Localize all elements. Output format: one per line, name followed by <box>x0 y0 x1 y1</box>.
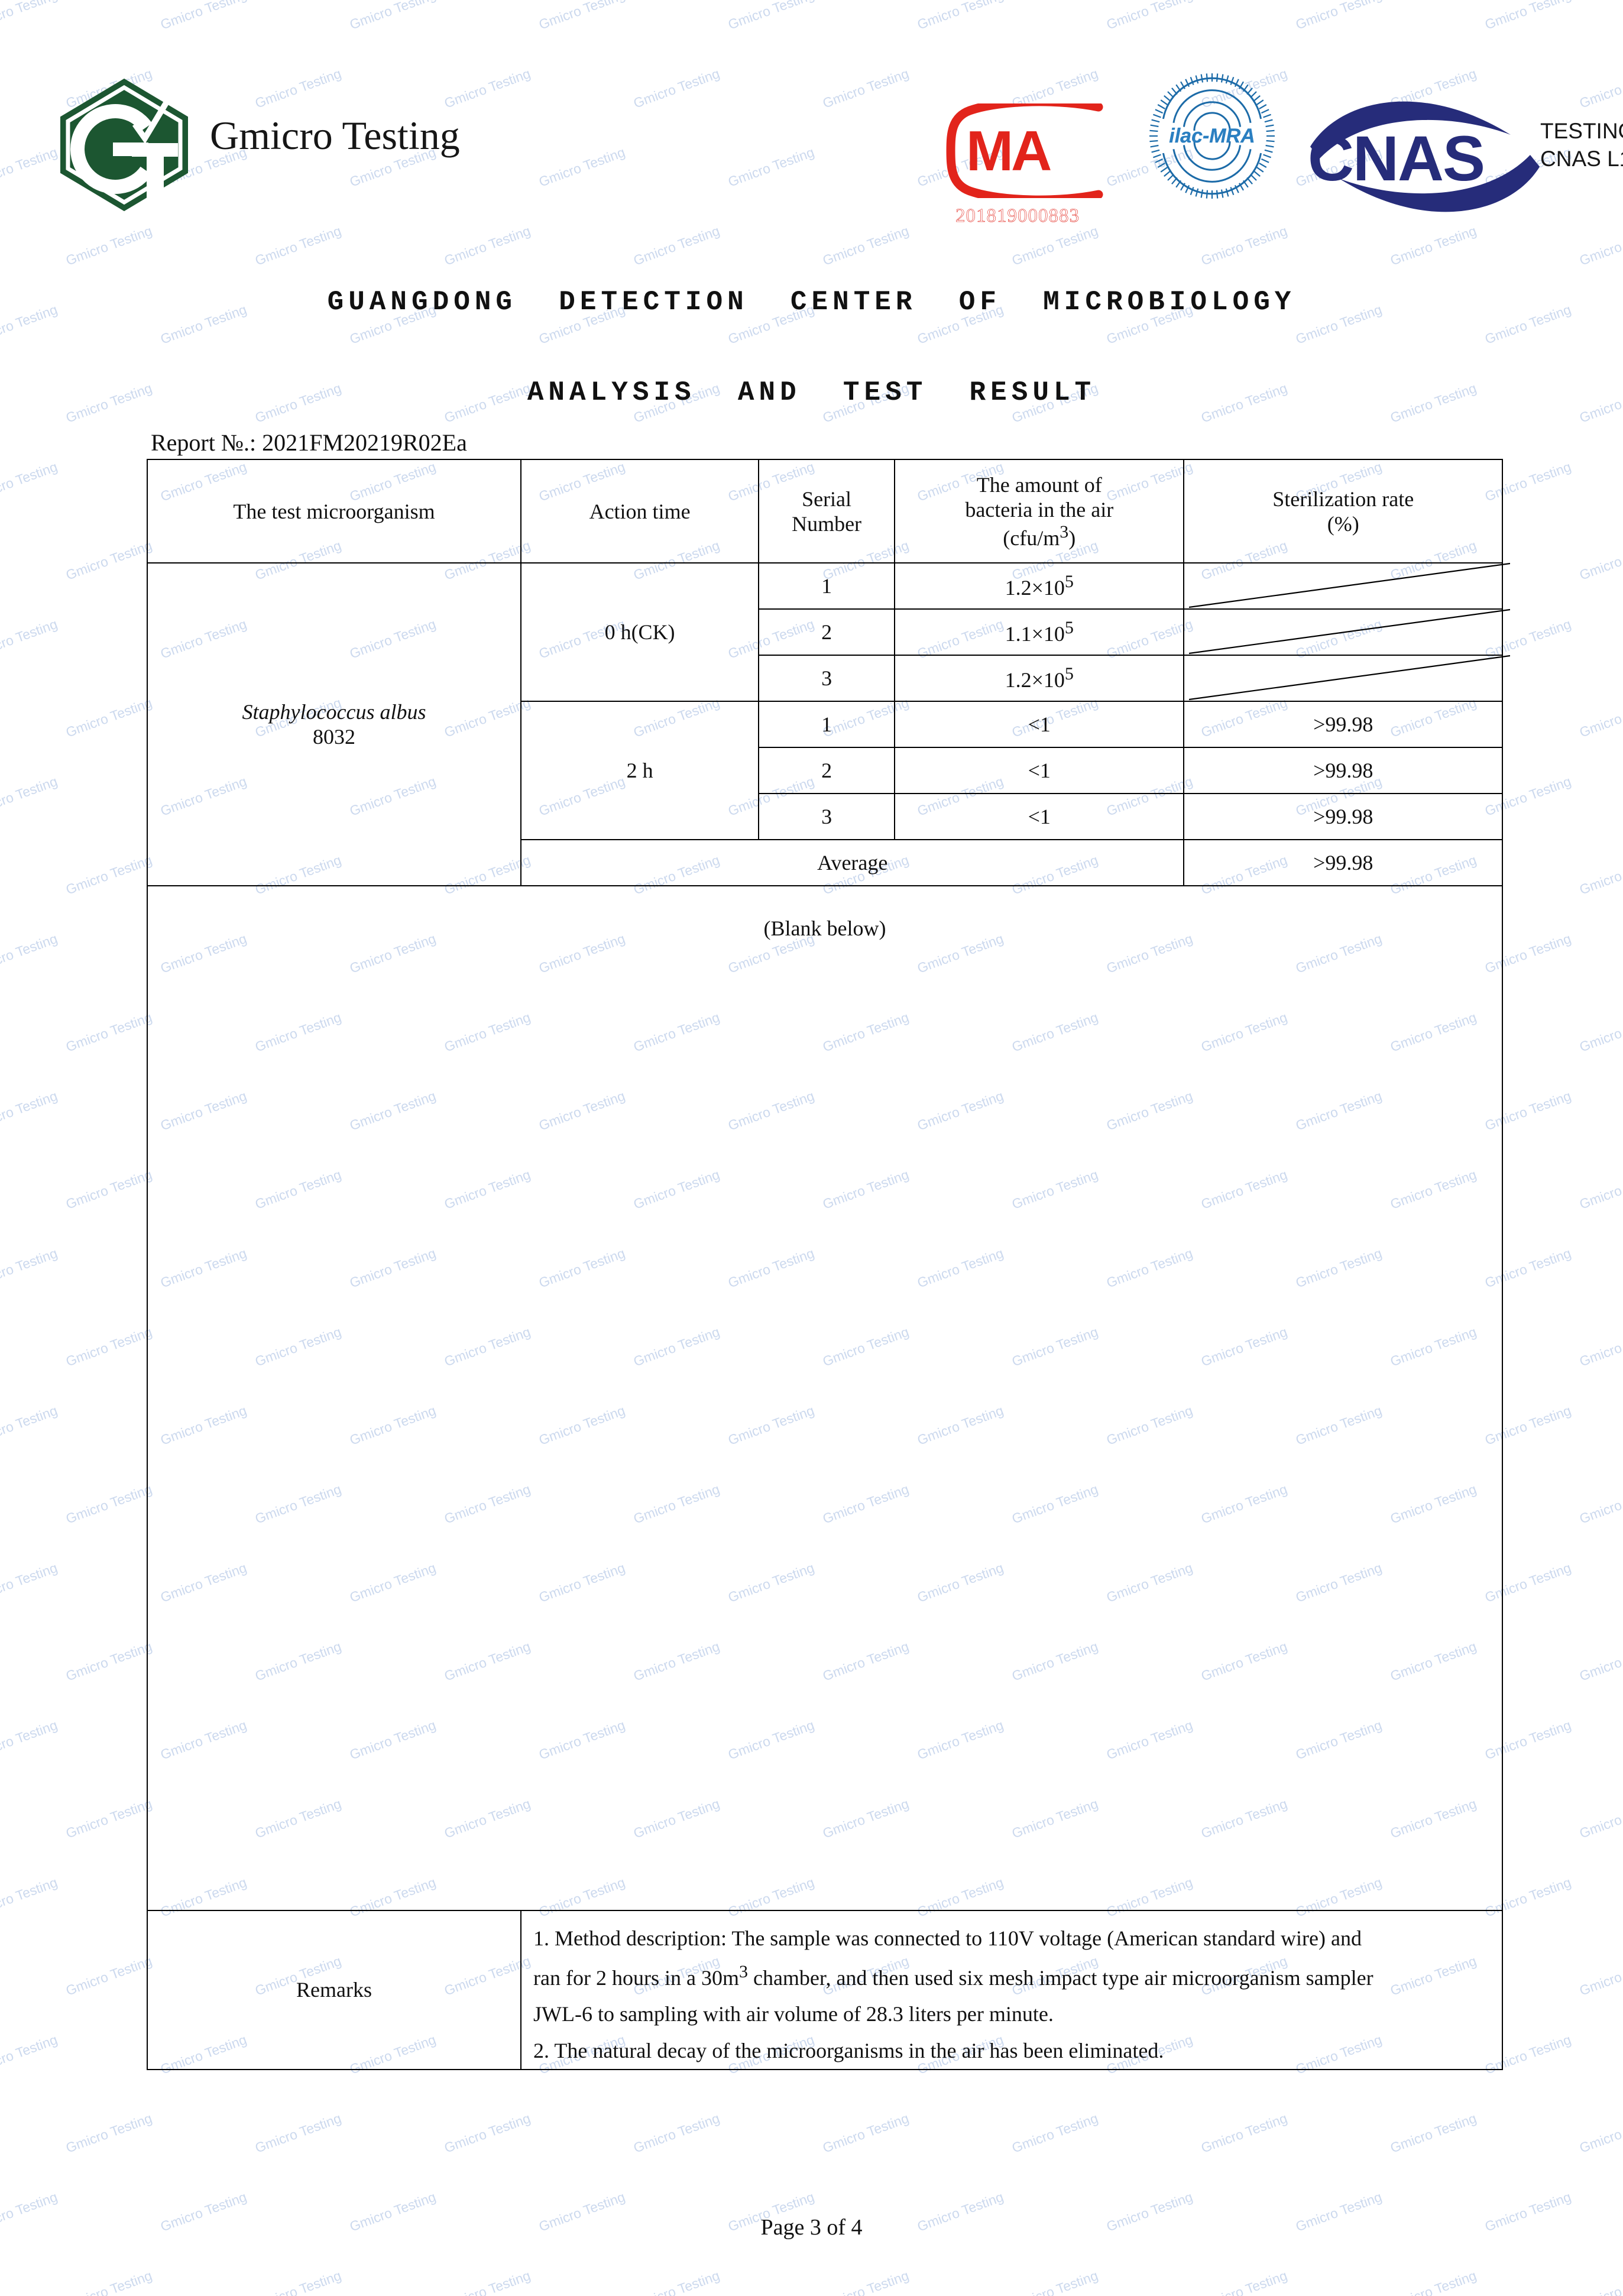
svg-text:ilac-MRA: ilac-MRA <box>1169 125 1255 147</box>
svg-text:MA: MA <box>966 119 1051 183</box>
svg-text:CNAS: CNAS <box>1308 122 1484 194</box>
